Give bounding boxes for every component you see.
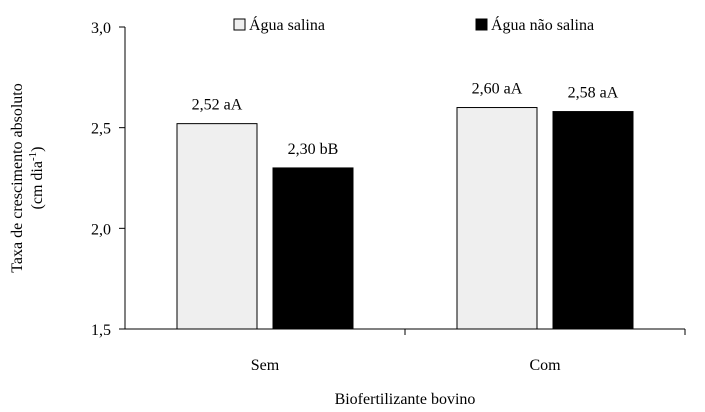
y-tick-label: 2,5 (91, 121, 111, 138)
x-ticks: Sem Com (251, 329, 686, 374)
bar-data-label: 2,52 aA (192, 97, 243, 114)
x-axis-title: Biofertilizante bovino (335, 391, 476, 408)
legend: Água salina Água não salina (233, 15, 594, 34)
legend-swatch-agua-salina (233, 18, 246, 31)
x-category-label: Sem (251, 357, 280, 374)
legend-label-agua-salina: Água salina (249, 15, 325, 34)
y-tick-label: 1,5 (91, 322, 111, 339)
y-ticks: 1,5 2,0 2,5 3,0 (91, 20, 125, 339)
bar-data-label: 2,58 aA (568, 85, 619, 102)
y-axis-unit-close: ) (29, 147, 46, 152)
bar (176, 123, 258, 330)
y-axis-unit: (cm dia (29, 161, 46, 209)
bar-data-label: 2,30 bB (288, 141, 339, 158)
y-tick-label: 3,0 (91, 20, 111, 37)
legend-swatch-agua-nao-salina (475, 18, 488, 31)
bar-data-label: 2,60 aA (472, 81, 523, 98)
y-axis-title-line2: (cm dia-1) (27, 147, 46, 210)
y-tick-label: 2,0 (91, 221, 111, 238)
legend-label-agua-nao-salina: Água não salina (491, 15, 594, 34)
y-axis-title-line1: Taxa de crescimento absoluto (9, 83, 26, 272)
bar (456, 107, 538, 330)
bars (176, 107, 634, 330)
bar (552, 111, 634, 330)
y-axis-unit-exponent: -1 (27, 152, 39, 161)
bar (272, 167, 354, 330)
x-category-label: Com (529, 357, 561, 374)
data-labels: 2,52 aA 2,30 bB 2,60 aA 2,58 aA (192, 81, 619, 158)
